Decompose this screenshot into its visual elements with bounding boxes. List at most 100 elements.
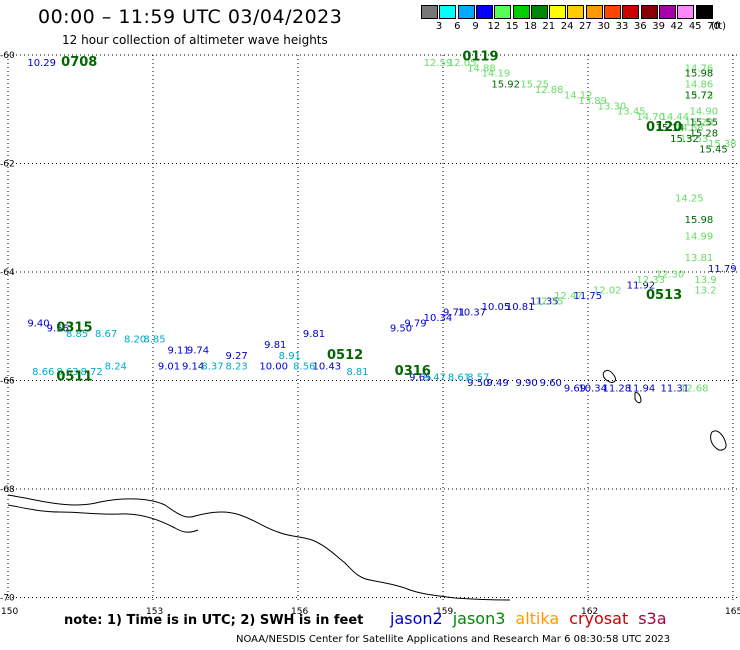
satellite-legend: jason2 jason3 altika cryosat s3a (390, 609, 677, 628)
wave-height-value: 9.56 (47, 324, 69, 335)
legend-swatch (494, 5, 512, 19)
wave-height-value: 11.28 (603, 383, 632, 394)
satellite-name: jason2 (390, 609, 443, 628)
wave-height-value: 11.75 (574, 291, 603, 302)
wave-height-value: 10.00 (259, 362, 288, 373)
wave-height-value: 10.81 (506, 302, 535, 313)
wave-height-value: 9.11 (168, 345, 190, 356)
wave-height-value: 9.47 (424, 373, 446, 384)
legend-swatch (439, 5, 457, 19)
satellite-name: cryosat (569, 609, 629, 628)
latitude-tick-label: -70 (0, 594, 15, 604)
latitude-tick-label: -60 (0, 51, 15, 61)
island-3 (710, 430, 727, 451)
wave-height-value: 9.69 (564, 383, 586, 394)
pass-time-label: 0315 (56, 321, 92, 336)
legend-label: 30 (597, 21, 611, 32)
wave-height-value: 13.89 (578, 96, 607, 107)
pass-time-label: 0316 (395, 364, 431, 379)
wave-height-value: 10.43 (313, 362, 342, 373)
wave-height-value: 9.65 (409, 373, 431, 384)
wave-height-value: 15.92 (491, 80, 520, 91)
wave-height-value: 8.85 (66, 329, 88, 340)
legend-label: 15 (505, 21, 519, 32)
wave-height-value: 13.30 (598, 101, 627, 112)
wave-height-value: 8.66 (32, 367, 54, 378)
wave-height-value: 14.44 (661, 112, 690, 123)
wave-height-value: 15.45 (699, 145, 728, 156)
satellite-name: jason3 (452, 609, 506, 628)
wave-height-value: 10.37 (458, 307, 487, 318)
credit-line: NOAA/NESDIS Center for Satellite Applica… (236, 634, 671, 645)
longitude-tick-label: 150 (1, 607, 18, 617)
wave-height-value: 8.85 (143, 335, 165, 346)
longitude-tick-label: 162 (581, 607, 598, 617)
legend-swatch (530, 5, 548, 19)
wave-height-value: 15.14 (656, 123, 685, 134)
wave-height-value: 8.24 (105, 362, 127, 373)
wave-height-value: 13.45 (617, 107, 646, 118)
wave-height-value: 10.34 (578, 383, 607, 394)
legend-swatch (640, 5, 658, 19)
legend-label: 45 (688, 21, 702, 32)
wave-height-value: 12.68 (680, 383, 709, 394)
antarctic-coastline (7, 494, 511, 601)
legend-label: 12 (487, 21, 501, 32)
wave-height-value: 8.72 (81, 367, 103, 378)
latitude-tick-label: -62 (0, 160, 15, 170)
wave-height-value: 15.25 (520, 80, 549, 91)
legend-swatch (585, 5, 603, 19)
wave-height-value: 11.94 (627, 383, 656, 394)
wave-height-value: 15.72 (685, 90, 714, 101)
legend-swatch (567, 5, 585, 19)
pass-time-label: 0513 (646, 288, 682, 303)
wave-height-value: 8.81 (346, 367, 368, 378)
wave-height-value: 13.81 (685, 253, 714, 264)
legend-swatch (604, 5, 621, 19)
wave-height-value: 9.81 (264, 340, 286, 351)
graticule: -60 -62 -64 -66 -68 -70 150 153 156 159 162 165 (0, 51, 740, 617)
wave-height-value: 13.2 (694, 286, 716, 297)
pass-time-label: 0120 (646, 120, 682, 135)
wave-height-value: 12.88 (535, 85, 564, 96)
wave-height-value: 9.50 (467, 378, 489, 389)
longitude-tick-label: 153 (146, 607, 163, 617)
longitude-tick-label: 159 (436, 607, 453, 617)
wave-height-value: 11.92 (627, 280, 656, 291)
wave-height-value: 12.33 (636, 275, 665, 286)
legend-swatch (695, 5, 713, 19)
legend-label: 70 (707, 21, 720, 32)
coastline (7, 369, 727, 601)
wave-height-value: 14.25 (675, 193, 704, 204)
pass-time-label: 0512 (327, 348, 363, 363)
legend-swatch (622, 5, 640, 19)
wave-height-value: 14.88 (467, 63, 496, 74)
wave-height-readings: 9.409.569.119.74 9.279.819.81 9.509.7910.3… (27, 58, 736, 395)
legend-swatch (421, 5, 438, 19)
island-1 (602, 369, 616, 383)
wave-height-value: 12.02 (593, 286, 622, 297)
legend-label: 21 (542, 21, 556, 32)
wave-height-value: 9.14 (182, 362, 204, 373)
wave-height-value: 11.35 (530, 297, 559, 308)
wave-height-value: 14.19 (482, 69, 511, 80)
wave-height-value: 15.98 (685, 215, 714, 226)
wave-height-value: 8.23 (226, 362, 248, 373)
wave-height-value: 14.99 (685, 231, 714, 242)
latitude-tick-label: -68 (0, 485, 15, 495)
wave-height-value: 9.81 (303, 329, 325, 340)
wave-height-value: 12.47 (554, 291, 583, 302)
legend-label: 33 (615, 21, 629, 32)
legend-swatch (549, 5, 567, 19)
legend-label: 9 (472, 21, 479, 32)
wave-height-value: 15.98 (685, 69, 714, 80)
wave-height-value: 9.90 (516, 378, 538, 389)
wave-height-value: 12.35 (535, 297, 564, 308)
legend-unit: (ft) (711, 21, 727, 32)
wave-height-value: 8.56 (293, 362, 315, 373)
wave-height-value: 14.90 (690, 107, 719, 118)
wave-height-value: 12.30 (656, 269, 685, 280)
legend-swatch (475, 5, 493, 19)
